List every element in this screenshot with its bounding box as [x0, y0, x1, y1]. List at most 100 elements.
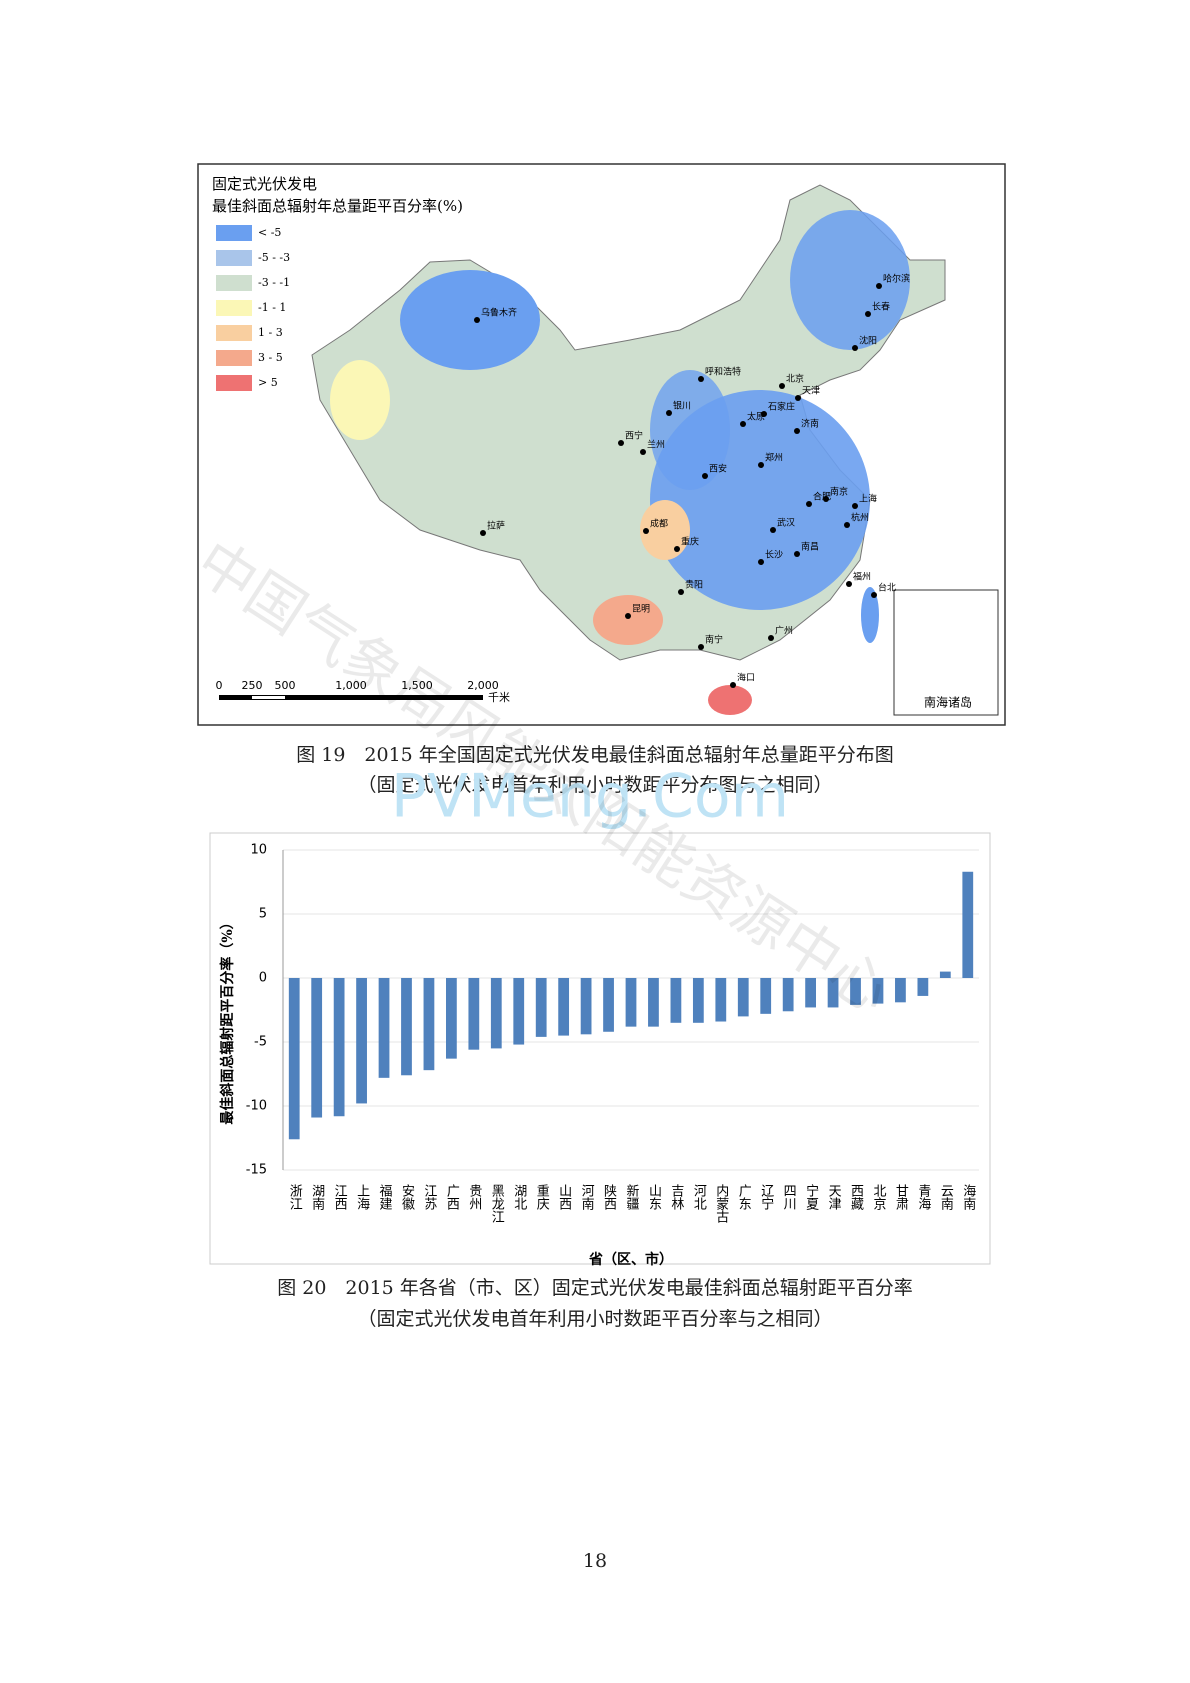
city-dot: [852, 503, 858, 509]
bar: [625, 978, 637, 1027]
scale-bar-gap: [252, 696, 285, 699]
bar: [288, 978, 300, 1140]
legend-label: -1 - 1: [258, 301, 286, 314]
city-label: 广州: [775, 625, 793, 637]
city-label: 长沙: [765, 549, 783, 561]
bar: [872, 978, 884, 1004]
city-dot: [674, 546, 680, 552]
legend-swatch: [216, 275, 252, 291]
x-tick-label: 新疆: [624, 1183, 640, 1210]
city-dot: [678, 589, 684, 595]
bar: [468, 978, 480, 1050]
x-tick-label: 上海: [354, 1184, 370, 1210]
city-dot: [758, 559, 764, 565]
city-label: 天津: [802, 386, 820, 397]
region: [593, 595, 663, 645]
x-tick-label: 海南: [960, 1184, 976, 1210]
caption: （固定式光伏发电首年利用小时数距平百分率与之相同）: [357, 1308, 833, 1330]
bar: [445, 978, 457, 1059]
x-tick-label: 陕西: [601, 1184, 617, 1210]
legend-swatch: [216, 350, 252, 366]
x-tick-label: 甘肃: [893, 1184, 909, 1210]
city-label: 成都: [650, 518, 668, 530]
bar: [827, 978, 839, 1008]
city-dot: [823, 496, 829, 502]
scale-label: 2,000: [467, 679, 499, 692]
city-dot: [865, 311, 871, 317]
city-label: 济南: [801, 418, 819, 430]
city-label: 福州: [853, 571, 871, 583]
bar: [603, 978, 614, 1032]
bar: [580, 978, 592, 1035]
bar: [782, 978, 794, 1012]
x-tick-label: 四川: [781, 1184, 797, 1210]
x-tick-label: 宁夏: [803, 1183, 819, 1210]
bar: [737, 978, 749, 1017]
city-label: 郑州: [765, 452, 783, 464]
city-label: 沈阳: [859, 335, 877, 347]
city-label: 台北: [878, 582, 896, 594]
caption: （固定式光伏发电首年利用小时数距平分布图与之相同）: [357, 774, 833, 796]
bar: [692, 978, 704, 1023]
bar: [850, 978, 861, 1005]
bar: [895, 978, 906, 1003]
y-tick-label: -15: [246, 1163, 267, 1178]
legend-label: -5 - -3: [258, 251, 290, 264]
x-tick-label: 西藏: [848, 1184, 864, 1210]
city-label: 杭州: [851, 512, 869, 524]
bar: [648, 978, 659, 1027]
bar: [311, 978, 323, 1118]
bar: [333, 978, 345, 1117]
city-dot: [618, 440, 624, 446]
x-tick-label: 湖南: [309, 1184, 325, 1210]
region: [330, 360, 390, 440]
x-tick-label: 北京: [870, 1184, 886, 1210]
bar: [805, 978, 817, 1008]
city-dot: [666, 410, 672, 416]
legend-swatch: [216, 325, 252, 341]
city-dot: [640, 449, 646, 455]
x-tick-label: 河南: [579, 1184, 595, 1210]
bar: [962, 871, 974, 978]
taiwan: [861, 587, 879, 643]
x-tick-label: 江苏: [421, 1184, 437, 1210]
city-label: 西安: [709, 463, 727, 475]
x-tick-label: 浙江: [287, 1184, 303, 1210]
city-dot: [795, 395, 801, 401]
city-dot: [643, 528, 649, 534]
x-tick-label: 吉林: [668, 1184, 684, 1210]
city-dot: [758, 462, 764, 468]
city-dot: [794, 428, 800, 434]
bar: [715, 978, 727, 1022]
caption: 图 20 2015 年各省（市、区）固定式光伏发电最佳斜面总辐射距平百分率: [277, 1277, 913, 1299]
city-label: 哈尔滨: [883, 273, 910, 285]
legend-label: 1 - 3: [258, 326, 283, 339]
caption: 图 19 2015 年全国固定式光伏发电最佳斜面总辐射年总量距平分布图: [296, 744, 894, 766]
city-dot: [844, 522, 850, 528]
bar: [760, 978, 772, 1014]
legend-label: -3 - -1: [258, 276, 290, 289]
region: [400, 270, 540, 370]
city-label: 西宁: [625, 430, 643, 442]
city-dot: [852, 345, 858, 351]
x-tick-label: 重庆: [534, 1183, 550, 1210]
y-tick-label: 5: [259, 907, 267, 922]
legend-swatch: [216, 300, 252, 316]
y-tick-label: -10: [246, 1099, 267, 1114]
legend-label: < -5: [258, 226, 281, 239]
bar: [670, 978, 682, 1023]
city-dot: [702, 473, 708, 479]
city-dot: [770, 527, 776, 533]
city-label: 太原: [747, 411, 765, 423]
legend-swatch: [216, 375, 252, 391]
city-dot: [698, 644, 704, 650]
city-label: 长春: [872, 301, 890, 313]
city-dot: [768, 635, 774, 641]
city-dot: [806, 501, 812, 507]
bar: [558, 978, 570, 1036]
city-dot: [779, 383, 785, 389]
city-label: 银川: [673, 400, 691, 412]
city-dot: [876, 283, 882, 289]
